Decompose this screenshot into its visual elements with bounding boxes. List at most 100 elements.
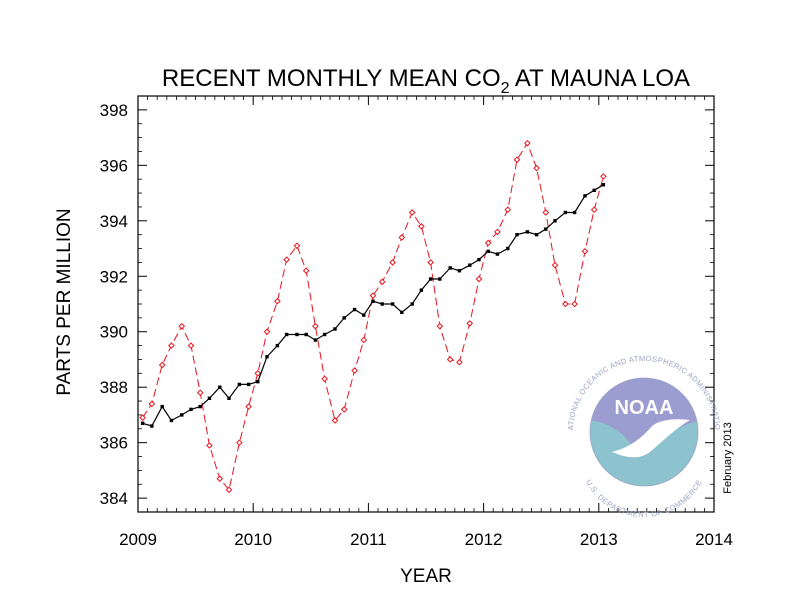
data-point: [378, 278, 386, 286]
data-point: [293, 242, 301, 250]
data-point: [158, 361, 166, 369]
data-point: [513, 156, 521, 164]
x-tick-label: 2013: [580, 530, 618, 549]
data-point: [150, 424, 154, 428]
data-point: [225, 486, 233, 494]
data-point: [351, 367, 358, 374]
data-point: [304, 332, 308, 337]
x-tick-label: 2010: [234, 530, 272, 549]
data-point: [196, 389, 204, 397]
axis-ticks: [137, 96, 715, 512]
data-point: [506, 246, 510, 251]
data-point: [360, 336, 368, 344]
y-tick-label: 398: [100, 101, 128, 120]
data-point: [263, 328, 271, 336]
data-point: [322, 332, 327, 337]
data-point: [245, 403, 252, 410]
data-point: [533, 164, 540, 172]
data-point: [494, 228, 501, 236]
data-point: [275, 343, 280, 348]
data-point: [148, 400, 156, 408]
data-point: [236, 439, 243, 446]
data-point: [525, 230, 530, 234]
date-credit: February 2013: [722, 422, 734, 494]
data-point: [198, 404, 202, 409]
data-point: [466, 320, 474, 327]
data-point: [468, 263, 472, 267]
data-point: [246, 382, 251, 387]
x-tick-label: 2009: [119, 530, 157, 549]
y-tick-label: 392: [100, 267, 128, 286]
data-point: [333, 327, 337, 331]
x-tick-label: 2014: [695, 530, 733, 549]
monthly-mean-line: [142, 141, 604, 491]
data-point: [160, 404, 164, 409]
data-point: [515, 232, 519, 237]
data-point: [438, 277, 442, 281]
data-point: [169, 418, 174, 423]
data-point: [340, 406, 348, 413]
data-point: [592, 188, 596, 192]
data-point: [390, 302, 395, 306]
data-point: [534, 232, 539, 237]
y-tick-label: 386: [100, 434, 128, 453]
data-point: [227, 396, 231, 400]
data-point: [495, 252, 500, 256]
data-point: [456, 358, 463, 366]
data-point: [542, 209, 550, 216]
data-point: [436, 322, 444, 330]
data-point: [475, 275, 483, 283]
data-point: [312, 322, 319, 330]
data-point: [371, 299, 375, 303]
data-point: [168, 342, 175, 349]
data-point: [283, 256, 290, 263]
data-point: [178, 322, 186, 330]
data-point: [601, 183, 606, 187]
data-series: [139, 139, 607, 494]
data-point: [321, 375, 328, 383]
data-point: [206, 442, 213, 449]
data-point: [369, 292, 377, 299]
trend-line: [142, 184, 604, 427]
data-point: [551, 261, 559, 269]
y-tick-label: 396: [100, 156, 128, 175]
data-point: [295, 332, 299, 337]
data-point: [427, 259, 434, 266]
x-tick-label: 2012: [465, 530, 503, 549]
data-point: [572, 210, 577, 215]
data-point: [408, 209, 416, 216]
data-point: [139, 414, 146, 422]
data-point: [187, 342, 195, 349]
data-point: [590, 206, 598, 214]
data-point: [448, 266, 452, 270]
data-point: [237, 382, 242, 387]
data-point: [216, 475, 224, 483]
x-axis-label: YEAR: [400, 566, 452, 587]
data-point: [524, 139, 531, 147]
data-point: [274, 297, 281, 305]
data-point: [563, 210, 568, 215]
x-tick-label: 2011: [350, 530, 387, 549]
noaa-wordmark: NOAA: [615, 397, 674, 419]
data-point: [571, 300, 578, 308]
data-point: [486, 249, 490, 254]
data-point: [256, 379, 260, 384]
y-tick-labels: 384 386 388 390 392 394 396 398: [100, 101, 128, 508]
data-point: [254, 370, 262, 377]
data-point: [419, 288, 424, 292]
data-point: [342, 316, 346, 320]
data-point: [600, 173, 607, 180]
data-point: [389, 259, 396, 266]
data-point: [400, 310, 404, 315]
data-point: [544, 227, 548, 231]
data-point: [284, 332, 289, 337]
data-point: [484, 239, 492, 247]
data-point: [581, 247, 589, 255]
data-point: [265, 354, 269, 359]
data-point: [140, 421, 145, 425]
data-point: [446, 356, 454, 363]
y-tick-label: 394: [100, 212, 128, 231]
y-axis-label: PARTS PER MILLION: [54, 208, 75, 395]
data-point: [398, 234, 406, 241]
